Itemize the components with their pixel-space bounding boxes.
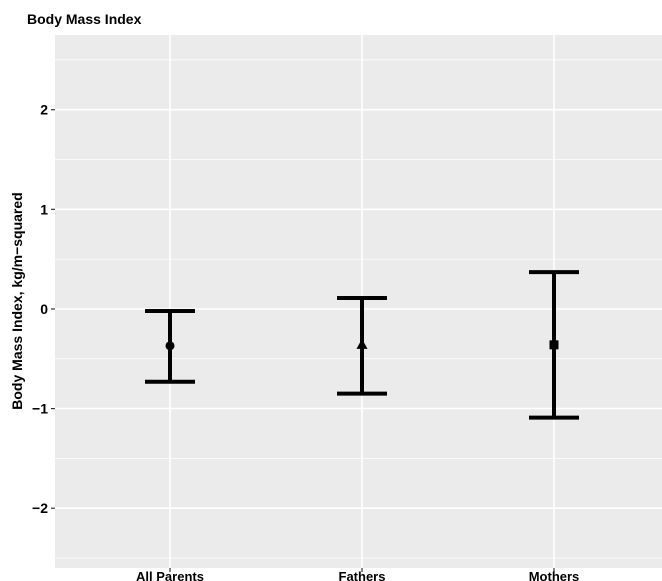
error-bar-all-parents xyxy=(145,308,195,384)
error-bars xyxy=(145,270,579,420)
plot-panel xyxy=(55,35,662,568)
y-tick-label: 2 xyxy=(40,102,48,118)
point-estimate-triangle xyxy=(356,338,368,349)
point-estimate-square xyxy=(549,340,559,350)
y-tick-label: 0 xyxy=(40,301,48,317)
y-tick-label: −1 xyxy=(32,401,48,417)
error-bar-mothers xyxy=(529,270,579,420)
point-estimate-circle xyxy=(165,341,175,351)
y-tick-label: 1 xyxy=(40,201,48,217)
chart-title: Body Mass Index xyxy=(27,11,142,27)
y-axis-label: Body Mass Index, kg/m−squared xyxy=(9,192,25,409)
x-tick-label: Fathers xyxy=(339,569,386,581)
y-tick-label: −2 xyxy=(32,500,48,516)
x-tick-label: Mothers xyxy=(529,569,580,581)
error-bar-fathers xyxy=(337,296,387,396)
axes: 2 1 0 −1 −2 All Parents Fathers Mothers xyxy=(32,102,579,581)
x-tick-label: All Parents xyxy=(136,569,204,581)
